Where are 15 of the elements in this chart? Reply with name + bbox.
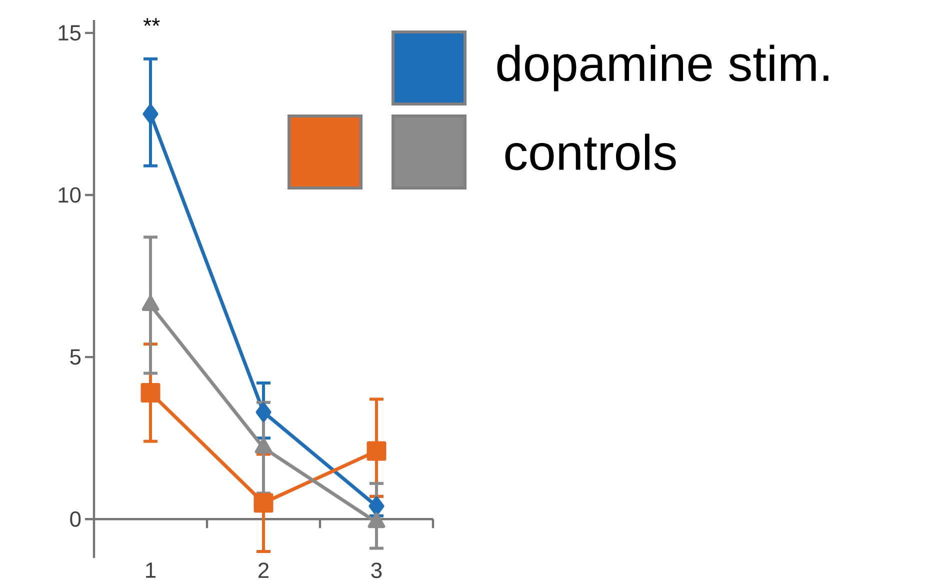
point xyxy=(140,382,160,402)
point xyxy=(256,402,272,422)
annotation: ** xyxy=(143,18,160,26)
point xyxy=(142,104,158,124)
legend-label: controls xyxy=(505,134,676,170)
legend-label: dopamine stim. xyxy=(497,44,828,92)
point xyxy=(254,493,274,513)
y-tick-label: 5 xyxy=(70,349,81,365)
x-tick-label: 1 xyxy=(146,562,156,578)
x-tick-label: 2 xyxy=(258,562,269,578)
x-tick-label: 3 xyxy=(371,562,382,578)
y-tick-label: 10 xyxy=(58,187,81,203)
y-tick-label: 15 xyxy=(58,25,81,41)
y-tick-label: 0 xyxy=(70,511,81,527)
point xyxy=(366,441,386,461)
